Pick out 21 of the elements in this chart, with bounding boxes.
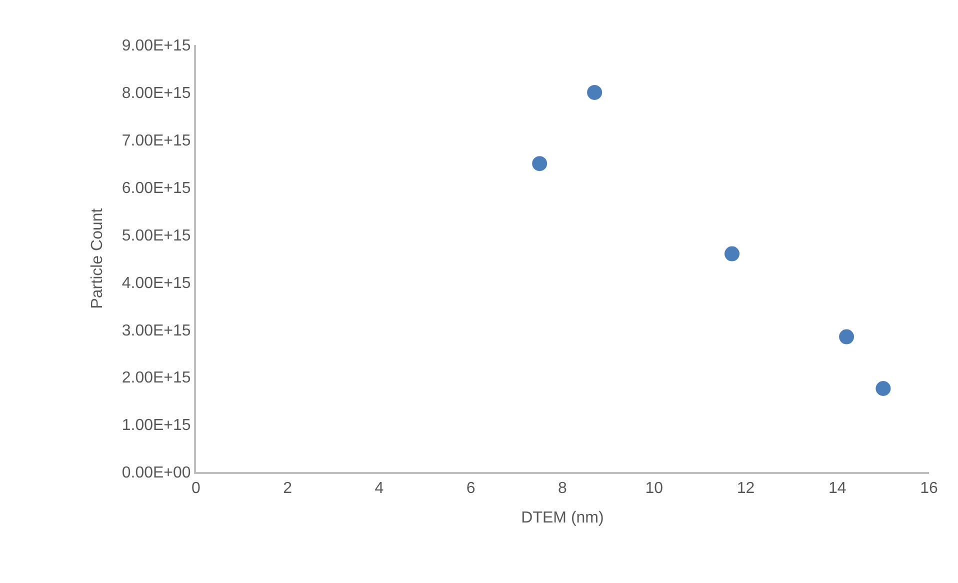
y-tick-label: 2.00E+15 xyxy=(122,370,191,387)
y-tick-label: 9.00E+15 xyxy=(122,38,191,55)
x-tick-label: 2 xyxy=(283,480,292,498)
x-tick-label: 14 xyxy=(828,480,846,498)
x-tick-label: 0 xyxy=(192,480,201,498)
x-tick-label: 6 xyxy=(466,480,476,498)
y-tick-label: 0.00E+00 xyxy=(122,464,191,482)
y-tick-label: 8.00E+15 xyxy=(122,85,191,102)
x-tick-label: 12 xyxy=(736,480,755,498)
y-tick-label: 1.00E+15 xyxy=(122,417,191,434)
y-tick-label: 4.00E+15 xyxy=(122,274,191,292)
y-tick-label: 5.00E+15 xyxy=(122,227,191,244)
x-tick-label: 4 xyxy=(374,480,384,498)
y-tick-label: 6.00E+15 xyxy=(122,180,191,197)
y-tick-label: 7.00E+15 xyxy=(122,132,191,150)
x-axis-title: DTEM (nm) xyxy=(521,509,604,526)
x-tick-label: 16 xyxy=(920,480,938,498)
x-tick-label: 10 xyxy=(645,480,664,498)
x-tick-label: 8 xyxy=(558,480,568,498)
y-axis-title: Particle Count xyxy=(89,208,106,309)
y-tick-label: 3.00E+15 xyxy=(122,322,191,340)
